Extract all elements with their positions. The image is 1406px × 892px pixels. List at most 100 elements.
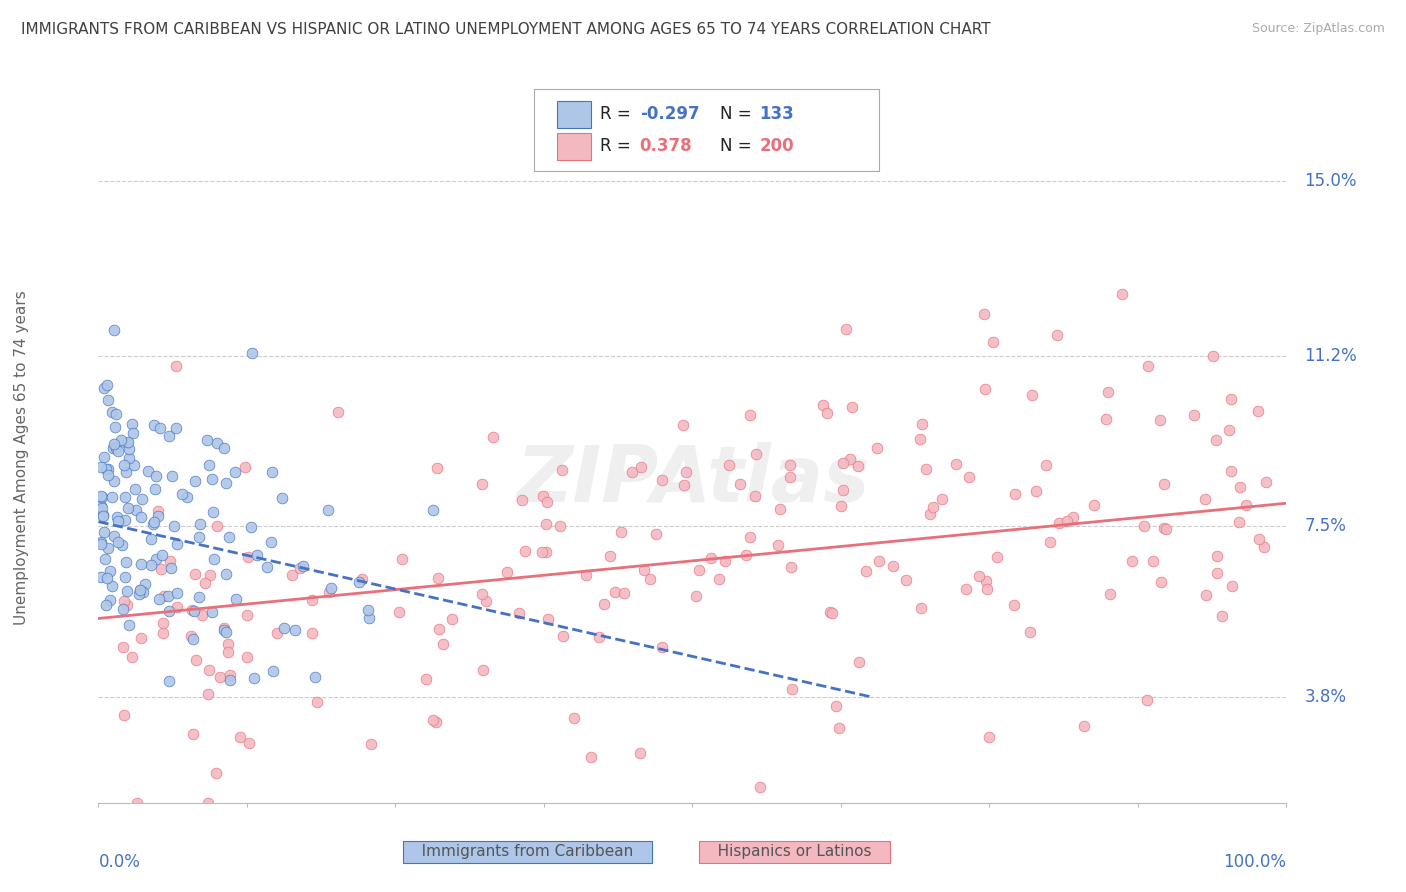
Point (533, 489, 555, 503)
Point (100, 578, 122, 592)
Point (107, 444, 129, 458)
Point (90, 489, 112, 503)
Point (910, 417, 932, 431)
Point (90, 570, 112, 584)
Point (1121, 553, 1143, 567)
Point (90, 499, 112, 513)
Point (129, 632, 152, 646)
Point (104, 420, 127, 434)
Point (224, 465, 246, 479)
Point (709, 572, 731, 586)
Point (425, 714, 447, 729)
Point (749, 780, 772, 794)
Point (513, 544, 536, 558)
Point (103, 529, 125, 543)
Point (630, 460, 652, 475)
Point (921, 500, 943, 514)
Point (125, 503, 148, 517)
Text: 15.0%: 15.0% (1305, 171, 1357, 190)
Point (388, 606, 411, 620)
Point (136, 464, 159, 478)
Point (553, 629, 575, 643)
Point (738, 408, 761, 422)
Point (180, 629, 202, 643)
Point (190, 607, 212, 622)
Point (260, 535, 283, 549)
Point (91, 508, 114, 522)
Point (143, 417, 166, 432)
Point (212, 623, 235, 637)
Point (328, 405, 350, 419)
Point (107, 535, 129, 549)
Point (357, 611, 380, 625)
Point (266, 625, 288, 640)
Point (129, 582, 152, 597)
Point (166, 537, 188, 551)
Point (1133, 518, 1156, 533)
Point (124, 482, 146, 496)
Point (1111, 287, 1133, 301)
Point (651, 474, 673, 488)
Point (1202, 349, 1225, 363)
Point (160, 468, 183, 483)
Point (1046, 328, 1069, 343)
Point (145, 552, 167, 566)
Point (866, 441, 889, 455)
Point (215, 475, 238, 490)
Point (1153, 521, 1175, 535)
Point (811, 398, 834, 412)
Point (100, 405, 122, 419)
Point (475, 594, 498, 608)
Point (166, 586, 188, 600)
Point (745, 447, 768, 461)
Point (239, 520, 262, 534)
Point (94, 462, 117, 476)
Point (117, 435, 139, 450)
Point (110, 538, 132, 552)
Point (835, 322, 858, 336)
Point (977, 730, 1000, 744)
Point (426, 460, 449, 475)
Point (153, 590, 176, 604)
Point (183, 604, 205, 618)
Point (815, 406, 838, 420)
Point (205, 435, 228, 450)
Point (1039, 535, 1062, 549)
Point (471, 477, 494, 491)
Point (101, 490, 124, 504)
Point (599, 549, 621, 563)
Point (779, 458, 801, 473)
Point (143, 482, 166, 496)
Point (1004, 487, 1026, 501)
Point (146, 504, 169, 518)
Point (1219, 392, 1241, 406)
Point (633, 563, 655, 577)
Point (588, 630, 610, 644)
Point (818, 605, 841, 619)
Point (118, 617, 141, 632)
Point (122, 458, 145, 472)
Point (273, 621, 295, 635)
Point (288, 560, 311, 574)
Point (986, 550, 1008, 565)
Text: 0.0%: 0.0% (98, 854, 141, 871)
Point (105, 510, 128, 524)
Point (717, 458, 740, 472)
Text: Unemployment Among Ages 65 to 74 years: Unemployment Among Ages 65 to 74 years (14, 290, 28, 624)
Point (534, 516, 557, 531)
Point (1002, 599, 1025, 613)
Point (118, 451, 141, 466)
Point (184, 475, 207, 489)
Point (157, 429, 180, 443)
Point (152, 626, 174, 640)
Point (112, 458, 135, 473)
Point (142, 516, 165, 531)
Point (846, 459, 869, 474)
Point (104, 441, 127, 455)
Point (1035, 458, 1057, 472)
Point (360, 737, 382, 751)
Point (128, 582, 150, 597)
Point (728, 476, 751, 491)
Point (152, 616, 174, 631)
Point (967, 568, 990, 582)
